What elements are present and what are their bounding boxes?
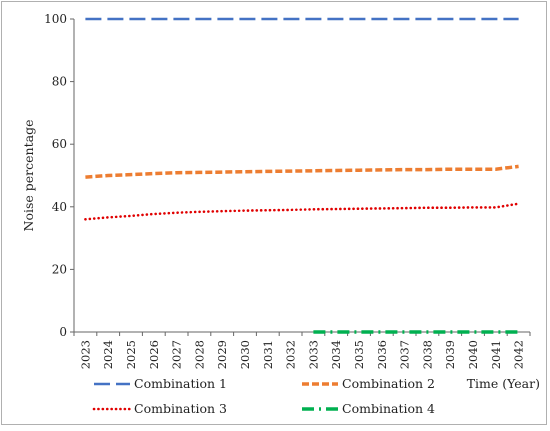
x-tick-label: 2040: [466, 340, 480, 369]
chart-frame: 0 20 40 60 80 100 2023 2024 2025 2026 2027 2028 202…: [1, 1, 547, 425]
x-tick-label: 2026: [147, 340, 161, 369]
x-tick-label: 2036: [375, 340, 389, 369]
y-tick-label: 20: [52, 262, 67, 276]
series-line-2: [85, 164, 519, 179]
x-tick-label: 2033: [306, 340, 320, 369]
x-tick-label: 2039: [443, 340, 457, 369]
legend-label-4: Combination 4: [342, 401, 435, 416]
x-tick-label: 2035: [352, 340, 366, 369]
x-tick-label: 2037: [398, 340, 412, 369]
x-tick-label: 2029: [215, 340, 229, 369]
x-tick-label: 2042: [512, 340, 526, 369]
legend-label-2: Combination 2: [342, 376, 435, 391]
y-tick-label: 0: [59, 325, 67, 339]
y-axis-ticks: 0 20 40 60 80 100: [44, 12, 74, 339]
x-axis-label: Time (Year): [467, 376, 540, 391]
series-lines: [84, 17, 520, 334]
x-tick-label: 2025: [124, 340, 138, 369]
x-tick-label: 2034: [329, 340, 343, 369]
x-tick-label: 2028: [192, 340, 206, 369]
y-tick-label: 80: [52, 75, 67, 89]
x-tick-label: 2027: [170, 340, 184, 369]
x-tick-label: 2023: [78, 340, 92, 369]
x-tick-label: 2041: [489, 340, 503, 369]
y-axis-label: Noise percentage: [21, 120, 36, 232]
y-tick-label: 40: [52, 200, 67, 214]
legend-label-3: Combination 3: [134, 401, 227, 416]
x-tick-label: 2024: [101, 340, 115, 369]
x-tick-label: 2031: [261, 340, 275, 369]
x-tick-label: 2038: [420, 340, 434, 369]
axes: [73, 19, 530, 333]
x-axis-ticks: 2023 2024 2025 2026 2027 2028 2029 2030 2031 2032…: [73, 332, 531, 369]
y-tick-label: 60: [52, 137, 67, 151]
x-tick-label: 2030: [238, 340, 252, 369]
y-tick-label: 100: [44, 12, 67, 26]
legend-label-1: Combination 1: [134, 376, 227, 391]
legend: Combination 1 Combination 2 Combination 3 C…: [92, 376, 435, 416]
x-tick-label: 2032: [284, 340, 298, 369]
series-line-3: [84, 202, 520, 221]
